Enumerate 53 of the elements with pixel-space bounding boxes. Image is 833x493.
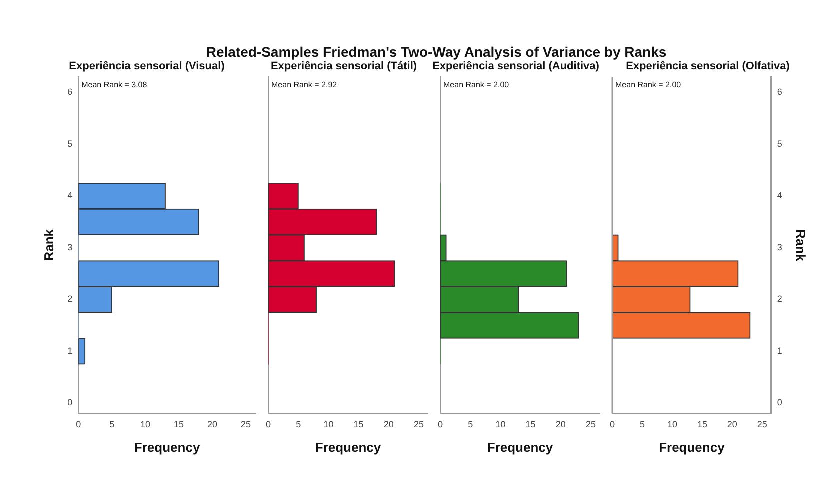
y-tick-label: 5 <box>68 138 73 149</box>
y-tick-label: 3 <box>68 242 73 252</box>
x-tick-label: 20 <box>207 419 218 430</box>
y-axis-title: Rank <box>41 228 56 262</box>
text: Related-Samples Friedman's Two-Way Analysis of Variance by Ranks <box>206 44 667 60</box>
annotation: Mean Rank = 3.08 <box>82 80 148 90</box>
x-tick-label: 25 <box>414 419 424 430</box>
x-tick-label: 5 <box>110 419 115 430</box>
x-tick-label: 15 <box>174 419 184 430</box>
annotation: Mean Rank = 2.92 <box>272 80 338 90</box>
annotation: Mean Rank = 2.00 <box>444 80 510 90</box>
x-tick-label: 0 <box>266 419 272 430</box>
y-tick-label: 4 <box>777 190 782 201</box>
x-axis-title: Frequency <box>487 440 554 455</box>
x-tick-label: 5 <box>468 419 474 430</box>
x-tick-label: 20 <box>556 419 566 430</box>
y-tick-label: 2 <box>777 294 782 304</box>
chart-subtitle: Experiência sensorial (Auditiva) <box>432 60 600 73</box>
x-tick-label: 5 <box>640 419 645 430</box>
x-tick-label: 0 <box>76 419 82 430</box>
chart-subtitle: Experiência sensorial (Olfativa) <box>626 60 790 73</box>
x-axis-title: Frequency <box>134 440 201 455</box>
chart-subtitle: Experiência sensorial (Visual) <box>69 60 226 73</box>
x-tick-label: 10 <box>140 419 151 430</box>
y-tick-label: 1 <box>777 346 782 356</box>
x-axis-title: Frequency <box>659 440 726 455</box>
y-axis-title: Rank <box>794 230 809 262</box>
x-tick-label: 15 <box>697 419 708 430</box>
x-tick-label: 20 <box>727 419 738 430</box>
x-tick-label: 10 <box>324 419 334 430</box>
x-tick-label: 10 <box>496 419 506 430</box>
x-axis-title: Frequency <box>315 440 382 455</box>
x-tick-label: 25 <box>586 419 596 430</box>
y-tick-label: 0 <box>68 398 73 408</box>
x-tick-label: 25 <box>240 419 251 430</box>
x-tick-label: 10 <box>667 419 678 430</box>
y-tick-label: 2 <box>68 294 73 304</box>
annotation: Mean Rank = 2.00 <box>616 80 682 90</box>
y-tick-label: 4 <box>68 190 73 201</box>
y-tick-label: 5 <box>777 138 782 149</box>
x-tick-label: 15 <box>526 419 536 430</box>
x-tick-label: 0 <box>438 419 444 430</box>
x-tick-label: 5 <box>296 419 302 430</box>
y-tick-label: 6 <box>777 87 782 98</box>
y-tick-label: 6 <box>68 87 73 98</box>
x-tick-label: 25 <box>757 419 768 430</box>
x-tick-label: 0 <box>610 419 616 430</box>
x-tick-label: 20 <box>384 419 394 430</box>
y-tick-label: 3 <box>777 242 782 252</box>
x-tick-label: 15 <box>354 419 364 430</box>
y-tick-label: 0 <box>777 398 782 408</box>
y-tick-label: 1 <box>68 346 73 356</box>
chart-subtitle: Experiência sensorial (Tátil) <box>270 60 418 73</box>
